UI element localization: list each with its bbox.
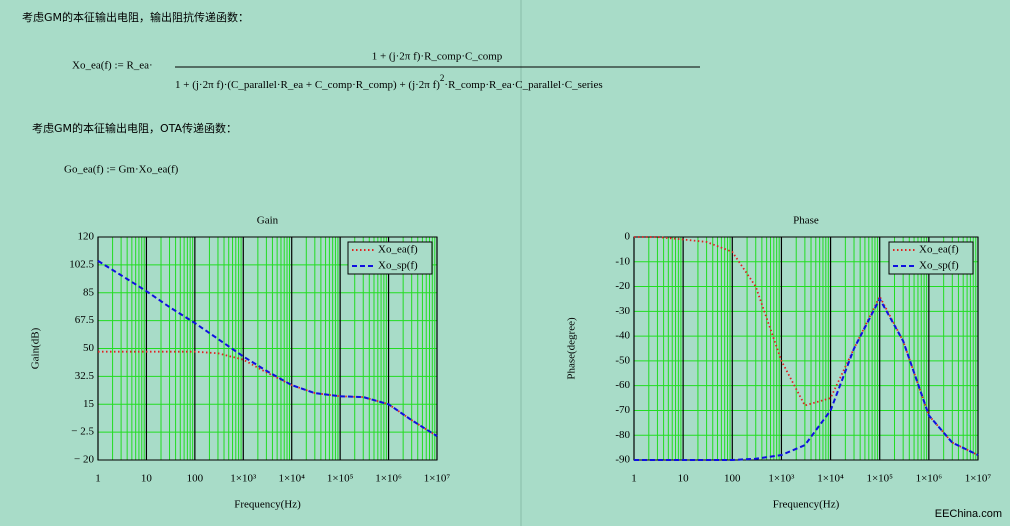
- legend-label: Xo_ea(f): [919, 244, 959, 256]
- y-tick-label: − 20: [74, 454, 94, 466]
- series-line: [97, 260, 438, 437]
- x-tick-label: 1×10³: [230, 473, 257, 485]
- series-line: [98, 350, 438, 437]
- y-axis-label: Gain(dB): [30, 327, 42, 369]
- series-line: [634, 296, 979, 461]
- y-tick-label: -40: [615, 330, 630, 342]
- x-axis-label: Frequency(Hz): [773, 499, 840, 511]
- chart-title: Phase: [793, 215, 819, 227]
- x-tick-label: 1×10⁶: [916, 473, 943, 485]
- x-tick-label: 10: [141, 473, 153, 485]
- y-tick-label: 102.5: [69, 258, 94, 270]
- y-tick-label: 32.5: [75, 370, 95, 382]
- watermark: EEChina.com: [935, 508, 1002, 520]
- formula: Go_ea(f) := Gm·Xo_ea(f): [64, 164, 179, 176]
- x-axis-label: Frequency(Hz): [234, 499, 301, 511]
- x-tick-label: 1×10⁴: [278, 473, 305, 485]
- formula-lhs: Xo_ea(f) := R_ea·: [72, 60, 153, 72]
- legend-box: [347, 241, 433, 275]
- denominator-part: ·R_comp·R_ea·C_parallel·C_series: [444, 79, 602, 91]
- y-tick-label: 120: [78, 231, 95, 243]
- denominator-part: 1 + (j·2π f)·(C_parallel·R_ea + C_comp·R…: [175, 79, 440, 91]
- heading: 考虑GM的本征输出电阻，输出阻抗传递函数：: [22, 10, 249, 24]
- heading: 考虑GM的本征输出电阻，OTA传递函数：: [32, 121, 237, 135]
- y-tick-label: 85: [83, 286, 95, 298]
- formula-denominator: 1 + (j·2π f)·(C_parallel·R_ea + C_comp·R…: [175, 73, 603, 90]
- x-tick-label: 1: [631, 473, 637, 485]
- y-tick-label: − 2.5: [71, 426, 94, 438]
- legend-box: [888, 241, 974, 275]
- y-tick-label: -90: [615, 454, 630, 466]
- y-tick-label: 15: [83, 398, 95, 410]
- y-tick-label: -30: [615, 305, 630, 317]
- x-tick-label: 1×10⁶: [375, 473, 402, 485]
- y-tick-label: -60: [615, 379, 630, 391]
- legend-label: Xo_ea(f): [378, 244, 418, 256]
- y-axis-label: Phase(degree): [566, 317, 578, 380]
- y-tick-label: -20: [615, 280, 630, 292]
- y-tick-label: 50: [83, 342, 95, 354]
- x-tick-label: 100: [187, 473, 204, 485]
- y-tick-label: -10: [615, 255, 630, 267]
- plot-frame: [97, 236, 438, 461]
- x-tick-label: 1×10⁵: [327, 473, 354, 485]
- x-tick-label: 1×10⁵: [866, 473, 893, 485]
- y-tick-label: -80: [615, 429, 630, 441]
- x-tick-label: 10: [678, 473, 690, 485]
- y-tick-label: -50: [615, 354, 630, 366]
- x-tick-label: 1×10⁴: [817, 473, 844, 485]
- legend-label: Xo_sp(f): [378, 260, 418, 272]
- y-tick-label: 0: [625, 231, 631, 243]
- series-line: [634, 236, 979, 456]
- chart-title: Gain: [257, 215, 279, 227]
- x-tick-label: 1: [95, 473, 101, 485]
- x-tick-label: 1×10³: [768, 473, 795, 485]
- plot-frame: [633, 236, 979, 461]
- x-tick-label: 100: [724, 473, 741, 485]
- x-tick-label: 1×10⁷: [965, 473, 992, 485]
- y-tick-label: 67.5: [75, 314, 95, 326]
- exponent: 2: [440, 73, 445, 83]
- formula-numerator: 1 + (j·2π f)·R_comp·C_comp: [372, 51, 503, 63]
- y-tick-label: -70: [615, 404, 630, 416]
- legend-label: Xo_sp(f): [919, 260, 959, 272]
- x-tick-label: 1×10⁷: [424, 473, 451, 485]
